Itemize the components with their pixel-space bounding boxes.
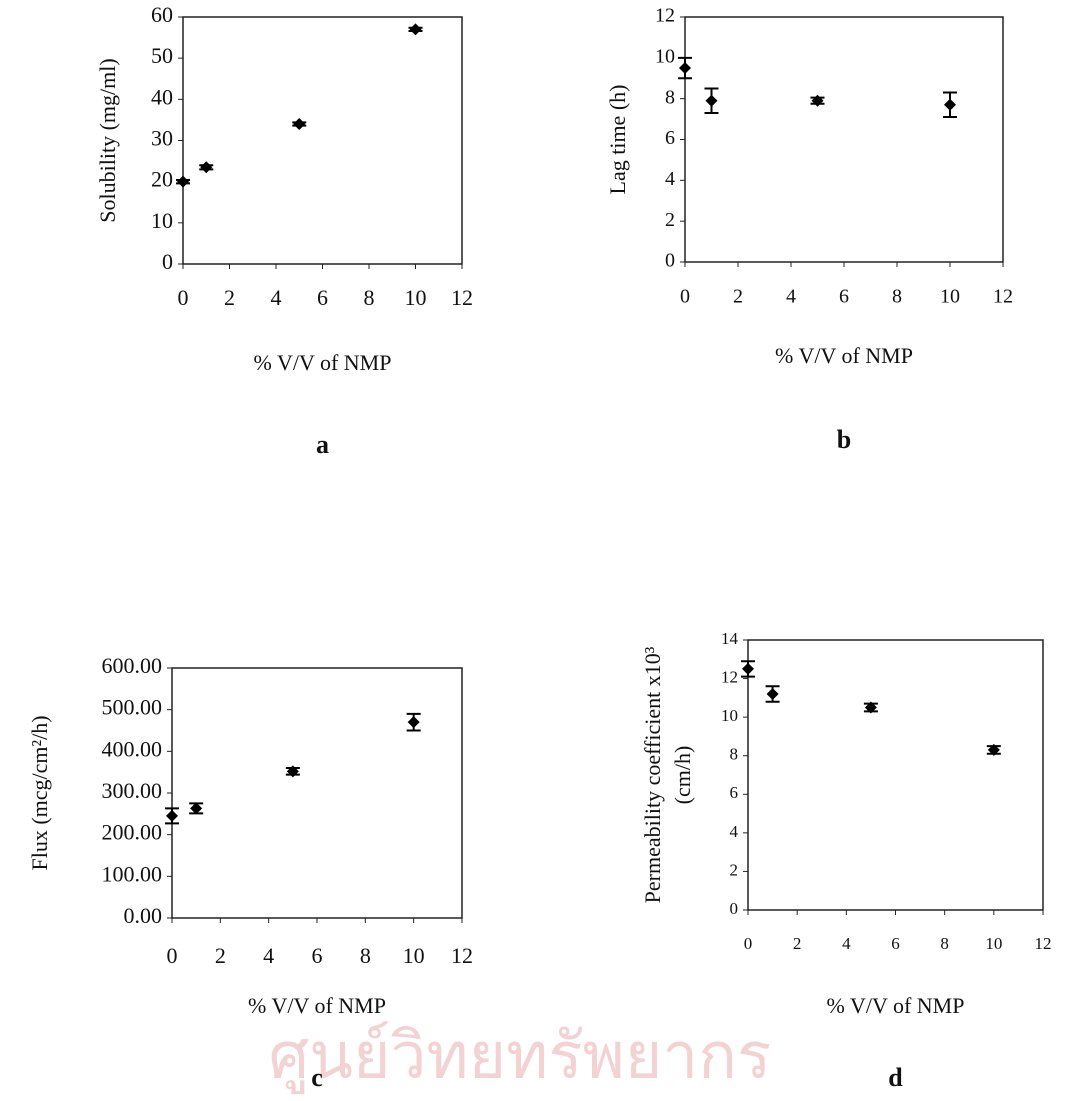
x-tick-label: 10	[985, 934, 1002, 953]
data-point	[742, 662, 754, 675]
data-point	[811, 94, 824, 107]
y-tick-label: 100.00	[102, 861, 163, 886]
x-tick-label: 4	[786, 286, 796, 308]
data-point	[864, 701, 877, 714]
y-tick-label: 12	[721, 667, 738, 686]
y-tick-label: 6	[665, 127, 675, 149]
x-tick-label: 2	[215, 943, 226, 968]
y-tick-label: 300.00	[102, 778, 163, 803]
y-axis-label: Permeability coefficient x10³	[640, 646, 665, 903]
y-axis-label: Lag time (h)	[605, 85, 630, 195]
data-point	[293, 118, 306, 131]
x-tick-label: 0	[680, 286, 690, 308]
x-tick-label: 6	[891, 934, 900, 953]
x-tick-label: 0	[744, 934, 753, 953]
x-tick-label: 12	[451, 285, 473, 310]
data-point	[679, 62, 691, 75]
y-tick-label: 600.00	[102, 653, 163, 678]
x-tick-label: 6	[312, 943, 323, 968]
y-tick-label: 8	[730, 745, 739, 764]
y-tick-label: 0	[162, 249, 173, 274]
x-tick-label: 4	[263, 943, 274, 968]
y-tick-label: 4	[730, 822, 739, 841]
x-tick-label: 6	[839, 286, 849, 308]
y-tick-label: 0.00	[124, 903, 163, 928]
x-tick-label: 12	[993, 286, 1013, 308]
plot-frame	[182, 16, 463, 265]
data-point	[190, 802, 203, 815]
y-tick-label: 10	[151, 208, 173, 233]
x-tick-label: 10	[403, 943, 425, 968]
y-tick-label: 0	[730, 899, 739, 918]
y-tick-label: 12	[655, 5, 675, 27]
data-point	[944, 98, 956, 111]
data-point	[200, 161, 213, 174]
x-tick-label: 2	[733, 286, 743, 308]
panel-label: c	[311, 1063, 323, 1092]
data-point	[166, 809, 178, 822]
data-point	[705, 94, 718, 107]
x-tick-label: 4	[271, 285, 282, 310]
x-axis-label: % V/V of NMP	[827, 993, 965, 1018]
y-tick-label: 500.00	[102, 695, 163, 720]
y-tick-label: 8	[665, 86, 675, 108]
y-axis-label: (cm/h)	[670, 746, 695, 805]
y-tick-label: 30	[151, 126, 173, 151]
y-tick-label: 4	[665, 168, 675, 190]
data-point	[409, 23, 422, 36]
x-tick-label: 2	[793, 934, 802, 953]
y-tick-label: 2	[730, 860, 739, 879]
x-tick-label: 12	[451, 943, 473, 968]
x-tick-label: 8	[364, 285, 375, 310]
panel-label: d	[888, 1063, 903, 1092]
y-tick-label: 400.00	[102, 736, 163, 761]
y-tick-label: 60	[151, 2, 173, 27]
y-tick-label: 20	[151, 167, 173, 192]
x-tick-label: 6	[317, 285, 328, 310]
x-tick-label: 2	[224, 285, 235, 310]
y-tick-label: 2	[665, 209, 675, 231]
data-point	[766, 688, 779, 700]
panel-label: a	[316, 430, 329, 459]
y-tick-label: 50	[151, 43, 173, 68]
y-axis-label: Flux (mcg/cm²/h)	[27, 715, 52, 870]
y-tick-label: 10	[655, 45, 675, 67]
y-tick-label: 14	[721, 629, 739, 648]
x-tick-label: 10	[405, 285, 427, 310]
data-point	[407, 716, 420, 729]
data-point	[987, 743, 1000, 756]
data-point	[177, 175, 189, 188]
x-tick-label: 8	[892, 286, 902, 308]
data-point	[286, 765, 299, 778]
y-tick-label: 40	[151, 84, 173, 109]
watermark: ศูนย์วิทยทรัพยากร	[269, 1020, 772, 1095]
y-axis-label: Solubility (mg/ml)	[95, 58, 120, 222]
x-tick-label: 8	[940, 934, 949, 953]
x-tick-label: 0	[178, 285, 189, 310]
plot-frame	[171, 667, 463, 919]
x-tick-label: 8	[360, 943, 371, 968]
y-tick-label: 0	[665, 250, 675, 272]
x-tick-label: 10	[940, 286, 960, 308]
x-tick-label: 0	[167, 943, 178, 968]
y-tick-label: 10	[721, 706, 738, 725]
x-tick-label: 12	[1035, 934, 1052, 953]
plot-frame	[684, 16, 1004, 263]
plot-frame	[747, 639, 1044, 911]
x-axis-label: % V/V of NMP	[775, 343, 913, 368]
y-tick-label: 6	[730, 783, 739, 802]
panel-label: b	[837, 425, 851, 454]
x-tick-label: 4	[842, 934, 851, 953]
x-axis-label: % V/V of NMP	[248, 993, 386, 1018]
y-tick-label: 200.00	[102, 820, 163, 845]
x-axis-label: % V/V of NMP	[254, 350, 392, 375]
